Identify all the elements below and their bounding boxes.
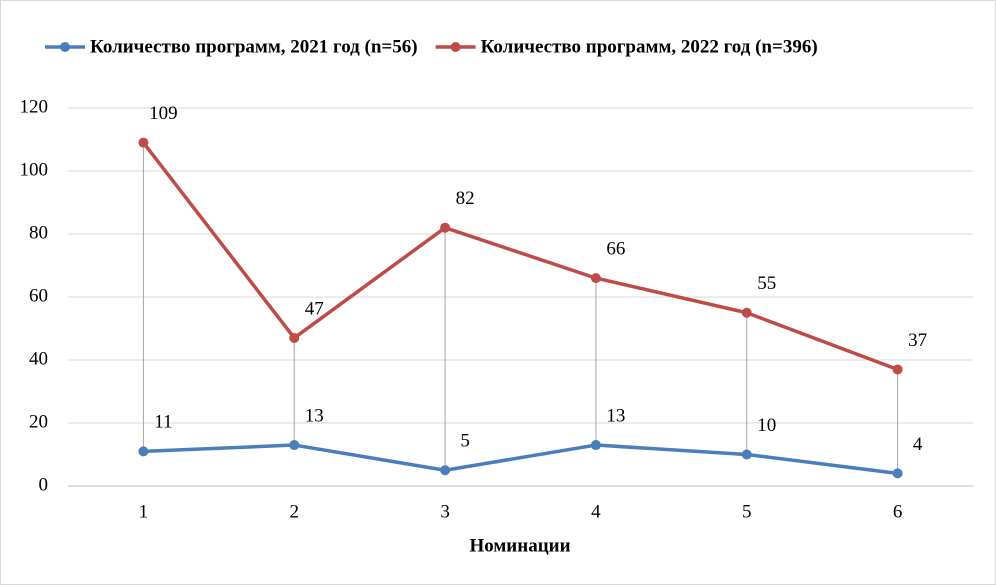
data-label: 13: [305, 405, 324, 426]
legend-marker: [450, 42, 461, 52]
data-label: 47: [305, 298, 324, 319]
legend-label: Количество программ, 2021 год (n=56): [90, 36, 418, 57]
x-tick-label: 5: [742, 501, 752, 522]
point: [741, 307, 752, 318]
data-label: 109: [149, 103, 178, 124]
point: [892, 468, 903, 479]
point: [289, 440, 300, 451]
point: [138, 137, 149, 148]
data-label: 10: [757, 415, 776, 436]
data-label: 4: [913, 434, 923, 455]
point: [892, 364, 903, 375]
y-tick-label: 40: [29, 348, 48, 369]
x-tick-label: 4: [591, 501, 601, 522]
data-label: 66: [606, 238, 625, 259]
point: [440, 222, 451, 233]
x-tick-label: 6: [893, 501, 903, 522]
y-tick-label: 80: [29, 222, 48, 243]
legend: Количество программ, 2021 год (n=56) Коли…: [45, 36, 818, 57]
point: [590, 273, 601, 284]
y-tick-label: 100: [20, 159, 49, 180]
series-line: [142, 141, 899, 372]
data-label: 82: [456, 188, 475, 209]
data-label: 37: [908, 330, 927, 351]
point: [590, 440, 601, 451]
x-tick-label: 3: [440, 501, 450, 522]
y-tick-label: 60: [29, 285, 48, 306]
point: [138, 446, 149, 457]
x-tick-label: 1: [139, 501, 149, 522]
point: [741, 449, 752, 460]
y-tick-label: 120: [20, 96, 49, 117]
point: [440, 465, 451, 476]
legend-label: Количество программ, 2022 год (n=396): [481, 36, 818, 57]
legend-marker: [60, 42, 70, 52]
data-label: 5: [460, 431, 470, 452]
y-tick-label: 0: [39, 474, 49, 495]
data-label: 55: [757, 273, 776, 294]
series-line: [143, 443, 898, 476]
data-label: 11: [154, 412, 172, 433]
point: [289, 332, 300, 343]
y-tick-label: 20: [29, 411, 48, 432]
x-axis-title: Номинации: [469, 535, 570, 556]
data-label: 13: [606, 405, 625, 426]
x-tick-label: 2: [290, 501, 300, 522]
